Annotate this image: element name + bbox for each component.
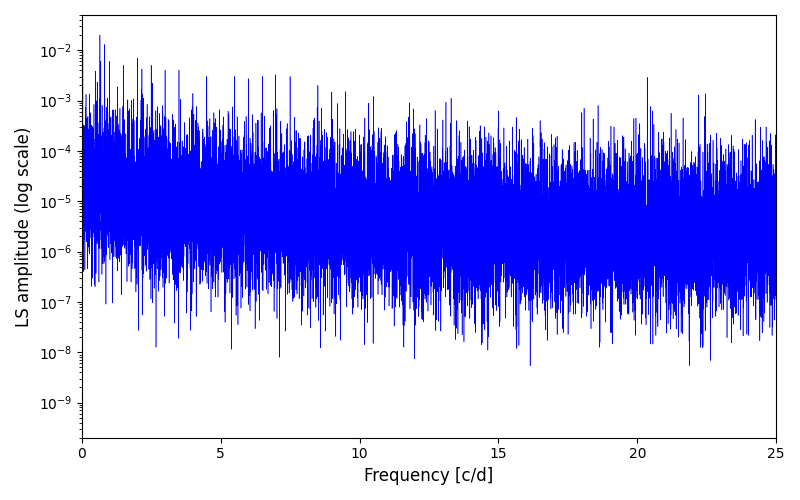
- X-axis label: Frequency [c/d]: Frequency [c/d]: [364, 467, 494, 485]
- Y-axis label: LS amplitude (log scale): LS amplitude (log scale): [15, 126, 33, 326]
